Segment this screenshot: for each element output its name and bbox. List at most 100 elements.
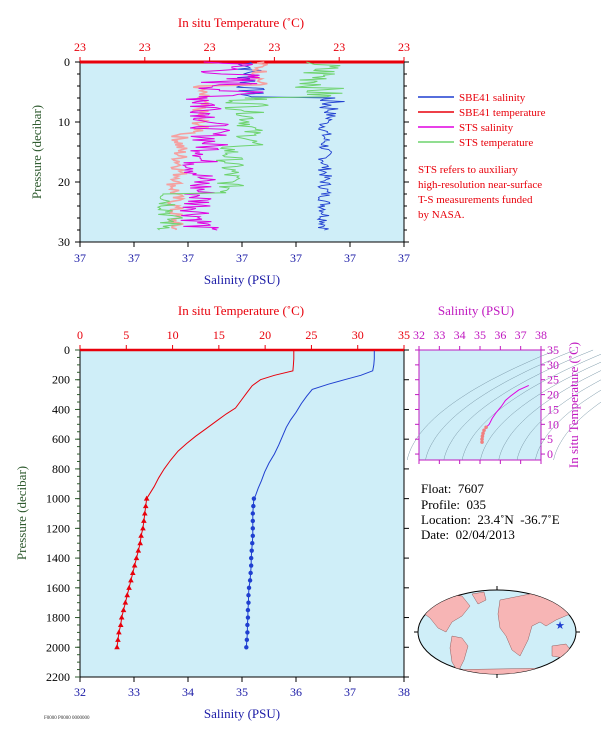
ts-salinity-tick-labels: 32 33 34 35 36 37 38 [413, 328, 547, 342]
salinity-point [250, 526, 255, 531]
ts-temp-tick-label: 30 [547, 358, 559, 372]
legend-label-3: STS temperature [459, 137, 533, 149]
top-sts-temperature-trace [156, 61, 344, 231]
main-salinity-tick-label: 38 [398, 685, 410, 699]
ts-density-contour [535, 389, 601, 461]
top-salinity-tick-label: 37 [74, 251, 86, 265]
main-pressure-tick-label: 2200 [46, 670, 70, 684]
top-plot-area [79, 61, 405, 243]
salinity-point [250, 518, 255, 524]
main-salinity-tick-label: 35 [236, 685, 248, 699]
salinity-point [245, 622, 250, 628]
salinity-point [248, 555, 254, 561]
legend-label-0: SBE41 salinity [459, 92, 526, 104]
main-pressure-tick-label: 400 [52, 402, 70, 416]
salinity-point [250, 511, 255, 516]
temperature-point [128, 577, 134, 583]
float-info: Float: 7607 Profile: 035 Location: 23.4˚… [421, 481, 560, 542]
main-salinity-tick-label: 37 [344, 685, 356, 699]
salinity-point [244, 637, 250, 643]
ts-density-contours [406, 349, 601, 461]
top-salinity-tick-label: 37 [182, 251, 194, 265]
salinity-point [251, 503, 256, 509]
main-temp-tick-label: 25 [305, 328, 317, 342]
profile-number: Profile: 035 [421, 497, 486, 512]
temperature-point [141, 517, 147, 523]
main-salinity-tick-label: 36 [290, 685, 302, 699]
temperature-point [133, 555, 140, 561]
main-temp-tick-label: 0 [77, 328, 83, 342]
ts-temp-tick-label: 15 [547, 402, 559, 416]
ts-density-contour [461, 353, 601, 461]
ts-salinity-tick-label: 37 [515, 328, 527, 342]
main-pressure-tick-label: 200 [52, 373, 70, 387]
profile-chart: In situ Temperature (˚C) 0 5 10 15 20 25 30 35 … [14, 303, 410, 721]
ts-data-points [480, 384, 530, 444]
legend-label-2: STS salinity [459, 122, 514, 134]
salinity-point [246, 585, 252, 591]
temperature-point [140, 525, 146, 531]
map-south-america [449, 635, 469, 673]
main-salinity-tick-label: 34 [182, 685, 194, 699]
salinity-point [250, 533, 255, 538]
top-pressure-tick-labels: 0 10 20 30 [58, 55, 70, 249]
main-temp-tick-labels: 0 5 10 15 20 25 30 35 [77, 328, 410, 342]
top-salinity-tick-label: 37 [290, 251, 302, 265]
sts-note: STS refers to auxiliary high-resolution n… [418, 164, 542, 221]
main-pressure-tick-label: 1400 [46, 551, 70, 565]
temperature-point [131, 562, 138, 568]
main-pressure-tick-label: 0 [64, 343, 70, 357]
salinity-point [248, 563, 254, 568]
ts-point [480, 440, 484, 444]
top-temp-tick-label: 23 [268, 40, 280, 54]
top-pressure-tick-label: 30 [58, 235, 70, 249]
map-greenland [471, 591, 487, 605]
temperature-point [129, 569, 136, 575]
top-frame-ticks [75, 57, 409, 247]
ts-temp-tick-label: 10 [547, 417, 559, 431]
temperature-point [138, 532, 144, 538]
ts-frame-ticks [415, 346, 545, 464]
sts-note-line: by NASA. [418, 209, 465, 221]
salinity-point [245, 607, 251, 613]
top-pressure-tick-label: 10 [58, 115, 70, 129]
temperature-point [117, 621, 124, 627]
main-pressure-tick-label: 1200 [46, 521, 70, 535]
main-pressure-tick-labels: 0 200 400 600 800 1000 1200 1400 1600 1800 2000 220… [46, 343, 70, 684]
temperature-point [116, 629, 122, 635]
top-pressure-tick-label: 0 [64, 55, 70, 69]
main-pressure-tick-label: 2000 [46, 640, 70, 654]
main-frame-ticks [75, 345, 409, 682]
ts-salinity-tick-label: 36 [494, 328, 506, 342]
ts-diagram: Salinity (PSU) 32 33 34 35 36 37 38 0510152025… [406, 303, 601, 468]
world-map: ★ [414, 586, 580, 678]
main-salinity-tick-labels: 32 33 34 35 36 37 38 [74, 685, 410, 699]
ts-salinity-axis-title: Salinity (PSU) [438, 303, 514, 318]
main-temp-tick-label: 35 [398, 328, 410, 342]
salinity-point [245, 630, 250, 635]
legend: SBE41 salinity SBE41 temperature STS salin… [418, 92, 546, 149]
top-pressure-axis-title: Pressure (decibar) [29, 105, 44, 199]
salinity-point [250, 541, 255, 546]
ts-temp-tick-label: 0 [547, 447, 553, 461]
ts-density-contour [406, 349, 557, 461]
main-temp-tick-label: 20 [259, 328, 271, 342]
top-temp-tick-label: 23 [204, 40, 216, 54]
sts-note-line: STS refers to auxiliary [418, 164, 518, 176]
top-salinity-tick-label: 37 [398, 251, 410, 265]
sts-note-line: T-S measurements funded [418, 194, 533, 206]
main-temp-axis-title: In situ Temperature (˚C) [178, 303, 304, 318]
temperature-point [135, 547, 142, 553]
salinity-point [244, 645, 249, 650]
ts-salinity-tick-label: 33 [433, 328, 445, 342]
top-temp-tick-labels: 23 23 23 23 23 23 [74, 40, 410, 54]
ts-density-contour [516, 379, 601, 461]
salinity-point [246, 593, 251, 598]
float-id: Float: 7607 [421, 481, 484, 496]
ts-salinity-tick-label: 32 [413, 328, 425, 342]
ts-temp-axis-title: In situ Temperature (˚C) [566, 342, 581, 468]
ts-temp-tick-label: 35 [547, 343, 559, 357]
location: Location: 23.4˚N -36.7˚E [421, 512, 560, 527]
temperature-point [142, 503, 149, 509]
